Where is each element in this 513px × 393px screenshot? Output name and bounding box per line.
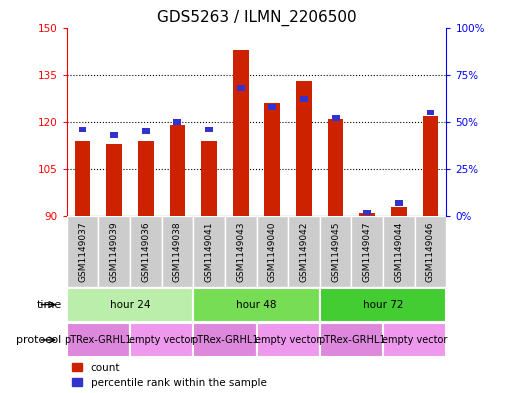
FancyBboxPatch shape [383, 323, 446, 357]
Text: GSM1149039: GSM1149039 [110, 222, 119, 283]
FancyBboxPatch shape [256, 216, 288, 287]
Legend: count, percentile rank within the sample: count, percentile rank within the sample [72, 363, 267, 388]
Bar [391, 207, 407, 216]
Text: hour 24: hour 24 [110, 299, 150, 310]
Bar [296, 81, 312, 216]
Bar [201, 141, 217, 216]
Bar [142, 129, 150, 134]
Text: GSM1149037: GSM1149037 [78, 222, 87, 283]
Bar [173, 119, 182, 125]
Bar [138, 141, 154, 216]
Bar [363, 209, 371, 215]
Title: GDS5263 / ILMN_2206500: GDS5263 / ILMN_2206500 [156, 10, 357, 26]
Text: GSM1149038: GSM1149038 [173, 222, 182, 283]
Text: empty vector: empty vector [382, 335, 447, 345]
Text: pTRex-GRHL1: pTRex-GRHL1 [318, 335, 385, 345]
Bar [359, 213, 375, 216]
Bar [110, 132, 118, 138]
Text: pTRex-GRHL1: pTRex-GRHL1 [191, 335, 259, 345]
Text: protocol: protocol [16, 335, 62, 345]
Bar [328, 119, 344, 216]
Text: hour 48: hour 48 [236, 299, 277, 310]
Text: hour 72: hour 72 [363, 299, 403, 310]
Bar [264, 103, 280, 216]
FancyBboxPatch shape [193, 216, 225, 287]
FancyBboxPatch shape [67, 216, 98, 287]
Text: GSM1149043: GSM1149043 [236, 222, 245, 282]
FancyBboxPatch shape [130, 216, 162, 287]
Bar [169, 125, 185, 216]
FancyBboxPatch shape [256, 323, 320, 357]
Text: GSM1149046: GSM1149046 [426, 222, 435, 282]
FancyBboxPatch shape [162, 216, 193, 287]
FancyBboxPatch shape [351, 216, 383, 287]
FancyBboxPatch shape [320, 323, 383, 357]
FancyBboxPatch shape [415, 216, 446, 287]
Bar [268, 104, 277, 110]
Text: GSM1149047: GSM1149047 [363, 222, 372, 282]
FancyBboxPatch shape [288, 216, 320, 287]
FancyBboxPatch shape [320, 216, 351, 287]
Text: GSM1149040: GSM1149040 [268, 222, 277, 282]
FancyBboxPatch shape [193, 288, 320, 321]
Bar [300, 96, 308, 102]
Text: GSM1149044: GSM1149044 [394, 222, 403, 282]
Text: GSM1149045: GSM1149045 [331, 222, 340, 282]
Text: pTRex-GRHL1: pTRex-GRHL1 [65, 335, 132, 345]
Bar [74, 141, 90, 216]
Bar [423, 116, 439, 216]
FancyBboxPatch shape [225, 216, 256, 287]
Bar [426, 110, 435, 115]
Text: empty vector: empty vector [129, 335, 194, 345]
Text: GSM1149036: GSM1149036 [141, 222, 150, 283]
FancyBboxPatch shape [67, 323, 130, 357]
Bar [395, 200, 403, 206]
FancyBboxPatch shape [67, 288, 193, 321]
Bar [236, 85, 245, 91]
FancyBboxPatch shape [130, 323, 193, 357]
Text: GSM1149042: GSM1149042 [300, 222, 308, 282]
FancyBboxPatch shape [193, 323, 256, 357]
Bar [331, 115, 340, 121]
Bar [106, 144, 122, 216]
FancyBboxPatch shape [383, 216, 415, 287]
Text: time: time [36, 299, 62, 310]
Text: GSM1149041: GSM1149041 [205, 222, 213, 282]
FancyBboxPatch shape [320, 288, 446, 321]
Text: empty vector: empty vector [255, 335, 321, 345]
FancyBboxPatch shape [98, 216, 130, 287]
Bar [78, 127, 87, 132]
Bar [233, 50, 249, 216]
Bar [205, 127, 213, 132]
